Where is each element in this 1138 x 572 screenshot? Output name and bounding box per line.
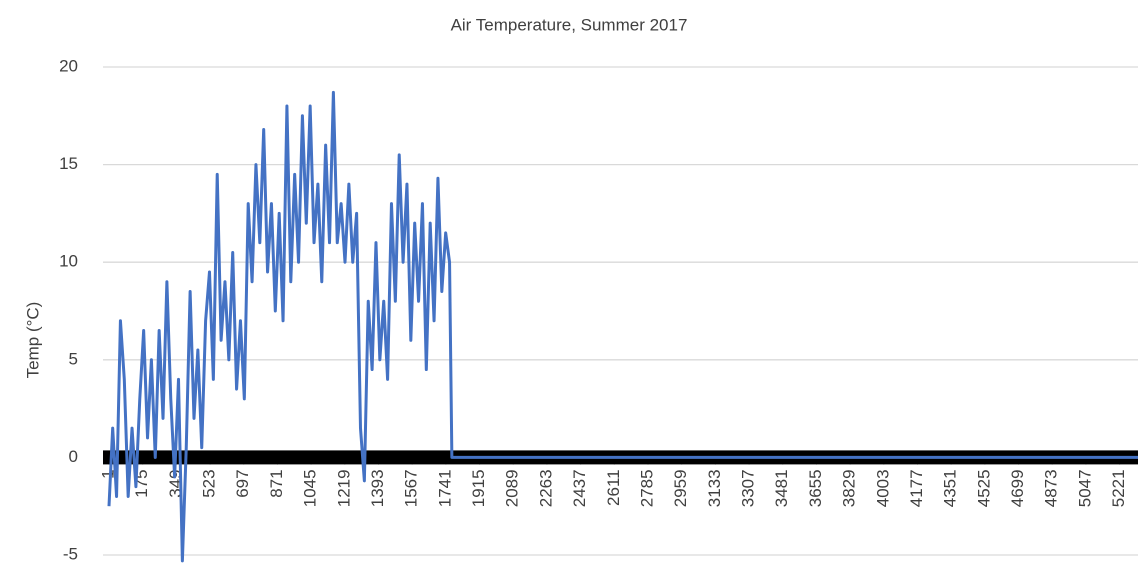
x-tick-label: 1	[98, 469, 117, 478]
y-axis-label: Temp (°C)	[23, 302, 42, 379]
y-tick-label: 15	[59, 154, 78, 173]
x-tick-label: 1741	[435, 469, 454, 507]
x-tick-label: 3481	[772, 469, 791, 507]
x-tick-label: 2089	[503, 469, 522, 507]
x-tick-label: 697	[233, 469, 252, 497]
x-tick-label: 3307	[739, 469, 758, 507]
x-tick-label: 4177	[907, 469, 926, 507]
x-tick-label: 3133	[705, 469, 724, 507]
x-tick-label: 2785	[637, 469, 656, 507]
series-line	[107, 90, 1138, 563]
x-tick-label: 1915	[469, 469, 488, 507]
chart-title: Air Temperature, Summer 2017	[451, 15, 688, 34]
y-tick-label: -5	[63, 544, 78, 563]
x-tick-label: 2437	[570, 469, 589, 507]
x-tick-label: 4351	[941, 469, 960, 507]
x-tick-label: 5047	[1075, 469, 1094, 507]
x-tick-label: 1393	[368, 469, 387, 507]
x-tick-label: 1045	[301, 469, 320, 507]
x-tick-label: 2959	[671, 469, 690, 507]
x-tick-label: 1567	[402, 469, 421, 507]
x-tick-label: 4699	[1008, 469, 1027, 507]
x-tick-label: 4003	[873, 469, 892, 507]
x-tick-label: 3829	[840, 469, 859, 507]
x-tick-label: 4525	[974, 469, 993, 507]
y-tick-label: 20	[59, 56, 78, 75]
x-tick-label: 2263	[536, 469, 555, 507]
x-tick-label: 5221	[1109, 469, 1128, 507]
y-tick-label: 0	[69, 447, 78, 466]
x-tick-label: 3655	[806, 469, 825, 507]
x-tick-label: 2611	[604, 469, 623, 506]
x-tick-label: 4873	[1042, 469, 1061, 507]
x-tick-label: 523	[200, 469, 219, 497]
y-tick-label: 10	[59, 252, 78, 271]
y-tick-label: 5	[69, 349, 78, 368]
x-tick-label: 1219	[334, 469, 353, 507]
x-tick-label: 871	[267, 469, 286, 497]
